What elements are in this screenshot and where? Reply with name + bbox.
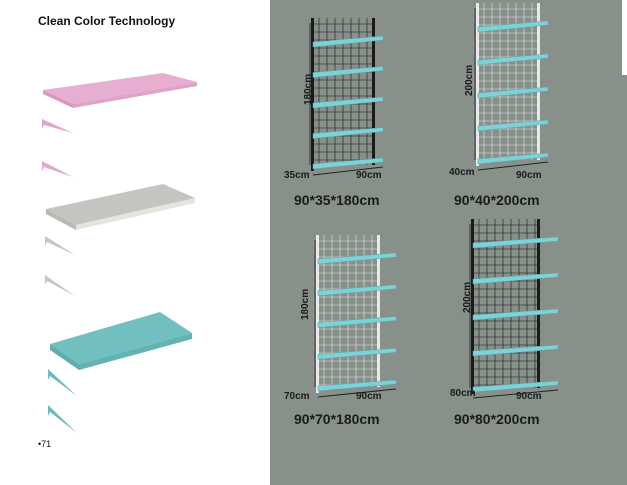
shelf [312, 96, 384, 109]
shelf [312, 35, 384, 48]
size-caption: 90*80*200cm [454, 411, 540, 427]
pink-bracket [42, 161, 73, 177]
shelf [472, 236, 559, 249]
height-label: 180cm [300, 288, 311, 320]
frame-post [471, 219, 474, 394]
shelf [312, 157, 384, 170]
page-number: •71 [38, 439, 52, 449]
height-label: 200cm [464, 64, 475, 96]
shelf [317, 284, 397, 297]
shelf-unit-3 [314, 235, 397, 398]
pink-shelf-board [43, 73, 197, 108]
frame-post [311, 18, 314, 171]
frame-post [372, 18, 375, 165]
frame-post [537, 3, 540, 160]
width-dimension-line [472, 389, 559, 399]
shelf-color-samples [42, 73, 197, 433]
width-dimension-line [312, 166, 384, 176]
gray-shelf-board [46, 184, 195, 230]
shelf [317, 316, 397, 328]
gray-bracket [45, 236, 75, 255]
frame-post [476, 3, 479, 166]
page-title: Clean Color Technology [38, 14, 176, 28]
teal-shelf-board [50, 312, 192, 370]
shelf [477, 152, 549, 165]
width-dimension-line [317, 388, 397, 398]
frame-post [377, 235, 380, 387]
height-label: 180cm [303, 73, 314, 105]
width-label: 90cm [356, 391, 382, 402]
shelf [472, 272, 559, 285]
shelf [317, 252, 397, 265]
width-label: 90cm [516, 391, 542, 402]
depth-label: 35cm [284, 170, 310, 181]
shelf [477, 86, 549, 99]
size-caption: 90*70*180cm [294, 411, 380, 427]
depth-label: 40cm [449, 167, 475, 178]
teal-bracket [48, 405, 77, 433]
shelf [472, 308, 559, 321]
shelf [317, 347, 397, 360]
shelf [312, 66, 384, 78]
shelf-unit-2 [474, 3, 549, 171]
shelf [477, 119, 549, 132]
size-caption: 90*40*200cm [454, 192, 540, 208]
frame-post [537, 219, 540, 388]
gray-bracket [45, 275, 75, 296]
shelf [472, 344, 559, 357]
edge-strip [622, 0, 627, 75]
height-label: 200cm [462, 281, 473, 313]
shelf-unit-4 [469, 219, 559, 399]
frame-post [316, 235, 319, 393]
pink-bracket [42, 119, 73, 133]
depth-label: 70cm [284, 391, 310, 402]
shelf [477, 20, 549, 33]
width-label: 90cm [356, 170, 382, 181]
shelf-unit-1 [309, 18, 384, 176]
shelf [477, 53, 549, 66]
width-label: 90cm [516, 170, 542, 181]
depth-label: 80cm [450, 388, 476, 399]
teal-bracket [48, 369, 77, 396]
color-options-panel: Clean Color Technology •71 [0, 0, 270, 485]
size-caption: 90*35*180cm [294, 192, 380, 208]
product-panel: 180cm 35cm 90cm 90*35*180cm 200cm 40cm 9… [270, 0, 627, 485]
shelf [317, 379, 397, 392]
shelf [312, 127, 384, 139]
width-dimension-line [477, 161, 549, 171]
shelf [472, 380, 559, 393]
